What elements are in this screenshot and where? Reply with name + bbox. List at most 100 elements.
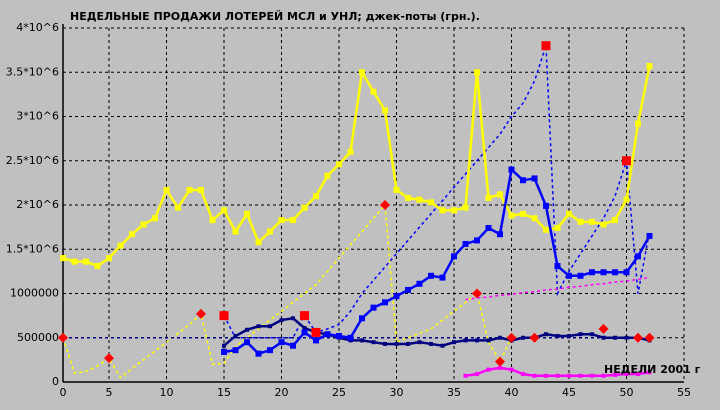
point-marker <box>646 232 653 239</box>
point-marker <box>394 341 399 346</box>
x-tick-label: 50 <box>620 386 634 399</box>
point-marker <box>268 324 272 329</box>
point-marker <box>382 299 388 306</box>
point-marker <box>497 191 503 198</box>
point-marker <box>508 166 515 173</box>
point-marker <box>313 337 319 344</box>
x-tick-label: 40 <box>505 386 519 399</box>
point-marker <box>567 373 571 378</box>
point-marker <box>439 274 446 281</box>
point-marker <box>531 175 538 182</box>
point-marker <box>601 335 606 340</box>
point-marker <box>336 332 342 339</box>
point-marker <box>383 341 387 346</box>
point-marker <box>555 333 560 338</box>
point-marker <box>278 217 285 224</box>
point-marker <box>521 372 525 377</box>
point-marker <box>554 225 561 232</box>
series-line <box>223 316 650 347</box>
point-marker <box>543 202 549 209</box>
y-tick-label: 0 <box>52 375 59 388</box>
point-marker <box>360 338 364 343</box>
point-marker <box>567 333 571 338</box>
point-marker <box>497 231 503 238</box>
point-marker <box>71 258 78 265</box>
point-marker <box>543 226 549 233</box>
point-marker <box>486 338 491 343</box>
point-marker <box>175 204 181 211</box>
point-marker <box>370 88 377 95</box>
point-marker <box>633 332 643 343</box>
point-marker <box>521 335 525 340</box>
point-marker <box>324 172 331 179</box>
chart-title: НЕДЕЛЬНЫЕ ПРОДАЖИ ЛОТЕРЕЙ МСЛ и УНЛ; дже… <box>70 10 480 23</box>
x-tick-label: 10 <box>160 386 174 399</box>
point-marker <box>221 348 227 355</box>
point-marker <box>623 269 630 276</box>
point-marker <box>554 263 561 270</box>
point-marker <box>245 327 249 332</box>
point-marker <box>566 210 572 217</box>
point-marker <box>209 217 216 224</box>
point-marker <box>405 194 411 201</box>
point-marker <box>520 177 526 184</box>
point-marker <box>612 269 618 276</box>
point-marker <box>474 69 480 76</box>
point-marker <box>544 332 548 337</box>
x-tick-label: 25 <box>332 386 346 399</box>
point-marker <box>544 373 548 378</box>
point-marker <box>291 316 295 321</box>
point-marker <box>370 304 377 311</box>
x-tick-label: 20 <box>275 386 289 399</box>
point-marker <box>83 258 89 265</box>
point-marker <box>163 186 170 193</box>
point-marker <box>232 347 239 354</box>
point-marker <box>393 186 400 193</box>
point-marker <box>244 210 250 217</box>
point-marker <box>472 288 482 299</box>
point-marker <box>429 341 433 346</box>
point-marker <box>508 212 515 219</box>
point-marker <box>371 340 376 345</box>
point-marker <box>613 335 617 340</box>
y-tick-label: 4*10^6 <box>16 21 59 34</box>
point-marker <box>300 311 309 321</box>
point-marker <box>221 207 227 214</box>
point-marker <box>531 215 538 222</box>
point-marker <box>495 356 505 367</box>
point-marker <box>382 107 388 114</box>
point-marker <box>440 343 445 348</box>
point-marker <box>635 120 641 127</box>
point-marker <box>598 323 609 334</box>
point-marker <box>255 350 262 357</box>
point-marker <box>94 263 101 270</box>
point-marker <box>359 69 365 76</box>
point-marker <box>520 210 526 217</box>
point-marker <box>302 326 307 331</box>
point-marker <box>198 186 204 193</box>
point-marker <box>244 339 250 346</box>
point-marker <box>380 200 390 210</box>
series-line <box>62 65 651 268</box>
point-marker <box>590 373 594 378</box>
y-tick-label: 2.5*10^6 <box>6 154 59 167</box>
point-marker <box>336 161 342 168</box>
point-marker <box>106 255 112 262</box>
point-marker <box>485 194 492 201</box>
point-marker <box>463 373 468 378</box>
point-marker <box>498 335 502 340</box>
x-tick-label: 0 <box>60 386 67 399</box>
point-marker <box>359 315 365 322</box>
point-marker <box>590 332 594 337</box>
point-marker <box>622 156 631 166</box>
point-marker <box>393 293 400 300</box>
point-marker <box>529 332 540 343</box>
point-marker <box>347 334 354 341</box>
point-marker <box>129 231 135 238</box>
x-tick-label: 55 <box>677 386 691 399</box>
x-tick-label: 35 <box>447 386 461 399</box>
point-marker <box>104 353 114 364</box>
x-axis-label: НЕДЕЛИ 2001 г <box>604 363 701 376</box>
series-line <box>223 167 651 356</box>
point-marker <box>566 272 572 279</box>
